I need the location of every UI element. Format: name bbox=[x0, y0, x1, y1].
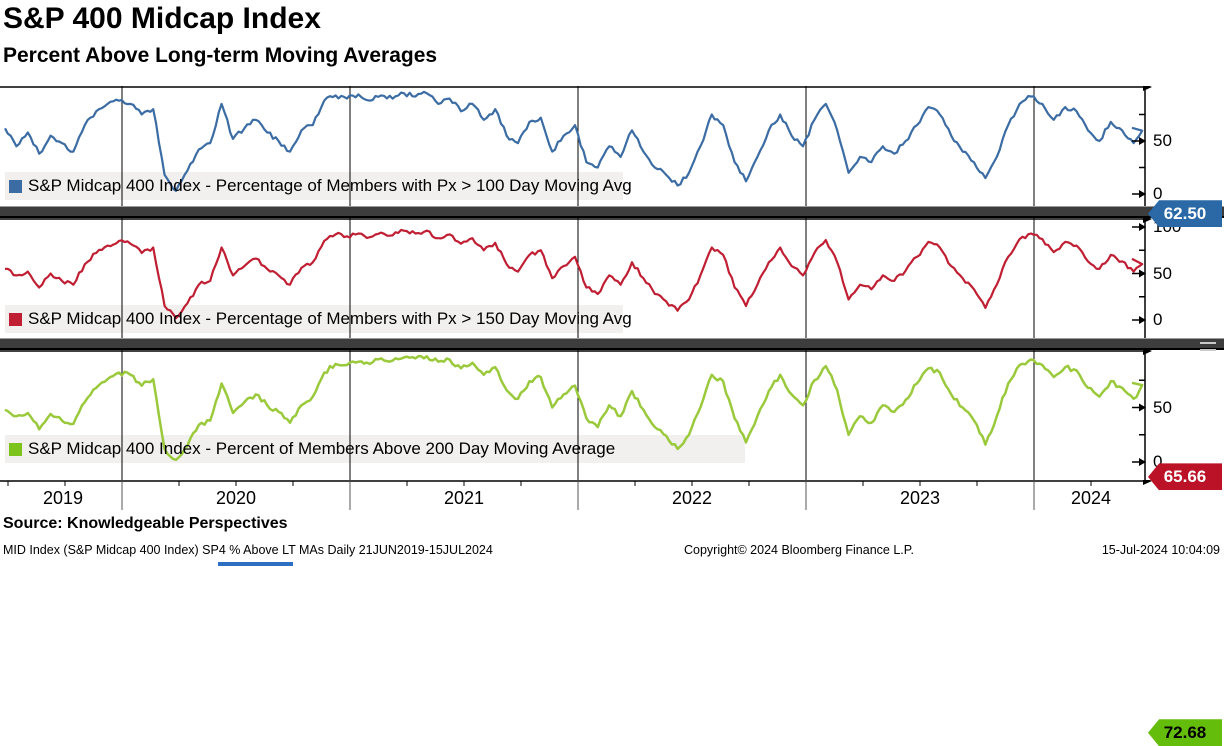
legend-label: S&P Midcap 400 Index - Percent of Member… bbox=[28, 439, 616, 458]
x-axis-year-label: 2024 bbox=[1070, 488, 1112, 508]
chart-plot-100day bbox=[0, 86, 1152, 206]
chart-panel-100day[interactable]: S&P Midcap 400 Index - Percentage of Mem… bbox=[0, 86, 1224, 228]
splitter-grip-icon[interactable] bbox=[1200, 342, 1216, 351]
legend-swatch-red-icon bbox=[9, 312, 22, 326]
tick-arrow-icon bbox=[1139, 316, 1146, 324]
y-axis-label: 50 bbox=[1153, 131, 1172, 150]
legend-background bbox=[5, 305, 623, 333]
last-value-tag-200day: 72.68 bbox=[1148, 719, 1222, 746]
legend-swatch-green-icon bbox=[9, 442, 22, 456]
legend-background bbox=[5, 435, 745, 463]
bottom-blue-bar bbox=[218, 562, 293, 566]
last-value-tag-150day: 65.66 bbox=[1148, 463, 1222, 491]
copyright-notice: Copyright© 2024 Bloomberg Finance L.P. bbox=[684, 543, 914, 557]
legend-label: S&P Midcap 400 Index - Percentage of Mem… bbox=[28, 176, 632, 195]
tick-arrow-icon bbox=[1139, 190, 1146, 198]
terminal-footer: MID Index (S&P Midcap 400 Index) SP4 % A… bbox=[0, 543, 1224, 561]
x-axis-year-label: 2023 bbox=[899, 488, 941, 508]
legend-label: S&P Midcap 400 Index - Percentage of Mem… bbox=[28, 309, 632, 328]
x-axis: 2019 2020 2021 2022 2023 2024 bbox=[0, 477, 1224, 513]
ticker-description: MID Index (S&P Midcap 400 Index) SP4 % A… bbox=[3, 543, 493, 557]
tick-arrow-icon bbox=[1139, 403, 1146, 412]
last-value-tag-100day: 62.50 bbox=[1148, 200, 1222, 228]
x-axis-year-label: 2019 bbox=[42, 488, 84, 508]
tick-arrow-icon bbox=[1139, 458, 1146, 466]
page-subtitle: Percent Above Long-term Moving Averages bbox=[3, 44, 438, 67]
y-axis-label: 0 bbox=[1153, 310, 1163, 329]
y-axis-label: 0 bbox=[1153, 184, 1163, 203]
chart-plot-200day bbox=[0, 350, 1152, 480]
x-axis-year-label: 2021 bbox=[443, 488, 485, 508]
panel-splitter[interactable] bbox=[0, 206, 1224, 219]
series-line bbox=[4, 228, 1144, 320]
series-line bbox=[4, 354, 1144, 462]
legend-background bbox=[5, 172, 623, 200]
x-axis-line bbox=[0, 477, 1152, 510]
legend-100day: S&P Midcap 400 Index - Percentage of Mem… bbox=[5, 172, 638, 200]
page-title: S&P 400 Midcap Index bbox=[3, 2, 321, 35]
legend-150day: S&P Midcap 400 Index - Percentage of Mem… bbox=[5, 305, 638, 333]
source-credit: Source: Knowledgeable Perspectives bbox=[3, 515, 288, 532]
tick-arrow-icon bbox=[1139, 137, 1146, 145]
panel-splitter[interactable] bbox=[0, 338, 1224, 351]
legend-swatch-blue-icon bbox=[9, 179, 22, 193]
series-line bbox=[4, 90, 1144, 192]
tick-arrow-icon bbox=[1139, 223, 1146, 231]
timestamp: 15-Jul-2024 10:04:09 bbox=[1101, 543, 1220, 557]
chart-panel-200day[interactable]: S&P Midcap 400 Index - Percent of Member… bbox=[0, 350, 1224, 746]
x-axis-year-label: 2022 bbox=[671, 488, 713, 508]
chart-panel-150day[interactable]: S&P Midcap 400 Index - Percentage of Mem… bbox=[0, 218, 1224, 491]
x-axis-year-label: 2020 bbox=[215, 488, 257, 508]
chart-plot-150day bbox=[0, 218, 1152, 338]
y-axis-label: 50 bbox=[1153, 397, 1172, 417]
axis-arrow-icon bbox=[1143, 477, 1152, 485]
y-axis-label: 50 bbox=[1153, 263, 1172, 283]
y-axis-label: 0 bbox=[1153, 452, 1163, 471]
legend-200day: S&P Midcap 400 Index - Percent of Member… bbox=[5, 435, 621, 463]
tick-arrow-icon bbox=[1139, 269, 1146, 278]
